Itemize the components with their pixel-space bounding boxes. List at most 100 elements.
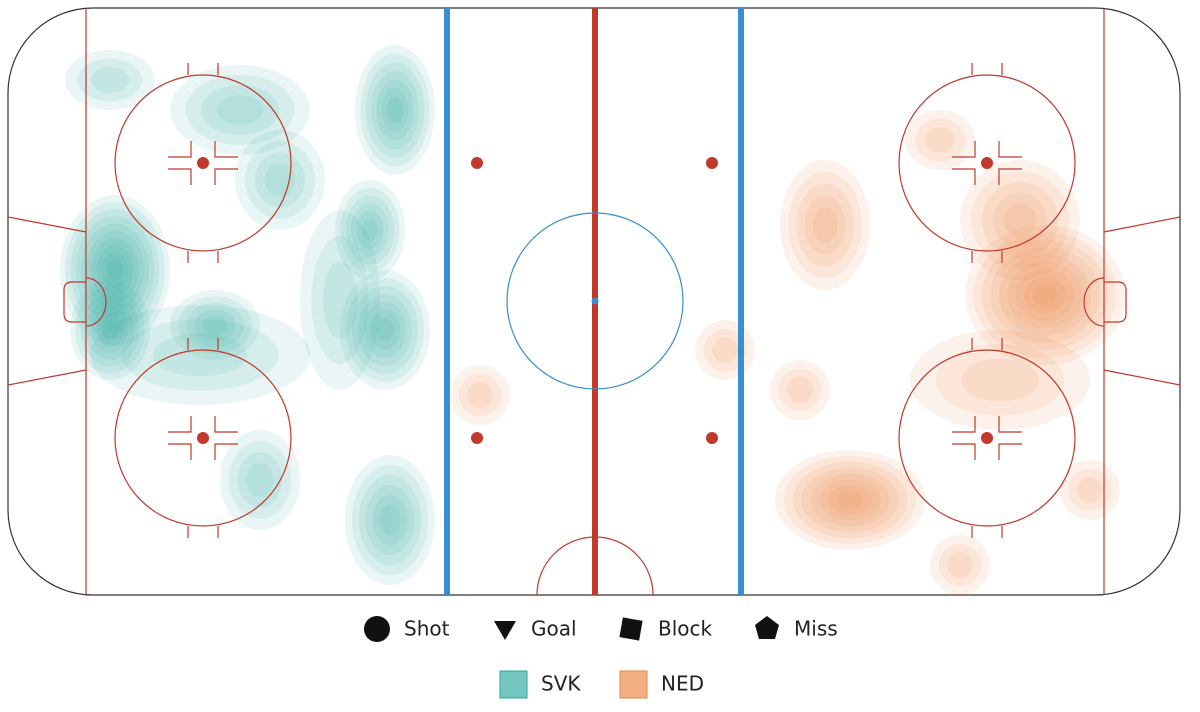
neutral-dot (706, 157, 718, 169)
heat-contour (376, 318, 394, 342)
faceoff-marks (114, 63, 1076, 538)
heat-contour (998, 254, 1092, 336)
heat-contour (152, 333, 248, 377)
heat-contour (787, 377, 813, 403)
heat-contour (216, 95, 264, 125)
hash-mark (952, 443, 976, 460)
heat-contour (107, 259, 123, 281)
legend-label: Shot (404, 617, 450, 641)
heat-contour (65, 50, 155, 110)
heat-contour (387, 97, 403, 123)
heat-contour (379, 505, 401, 535)
heat-contour (345, 195, 395, 265)
heat-layer (60, 45, 1125, 595)
heat-contour (80, 223, 150, 317)
heat-contour (780, 160, 870, 290)
miss-icon (755, 616, 779, 639)
hash-mark (214, 168, 238, 185)
hash-mark (998, 443, 1022, 460)
heat-contour (75, 216, 155, 324)
heat-contour (121, 319, 279, 391)
heat-contour (827, 485, 873, 515)
hash-mark (998, 416, 1022, 433)
heat-contour (1060, 460, 1120, 520)
heat-contour (96, 313, 124, 347)
heat-contour (186, 302, 244, 348)
heat-contour (90, 305, 310, 405)
heat-contour (90, 67, 130, 93)
heat-contour (86, 300, 134, 360)
heat-contour (910, 330, 1090, 430)
heat-contour (819, 479, 881, 521)
heat-contour (467, 382, 493, 408)
heat-contour (178, 296, 252, 354)
heat-contour (364, 302, 406, 358)
heat-contour (356, 210, 384, 250)
heat-contour (458, 373, 502, 417)
heat-contour (352, 286, 418, 374)
heat-contour (75, 286, 145, 374)
heat-contour (77, 58, 143, 102)
heat-contour (228, 441, 292, 519)
heat-contour (245, 141, 315, 219)
heat-contour (981, 239, 1109, 351)
heat-contour (361, 218, 379, 242)
heat-contour (960, 160, 1080, 280)
legend-label: Block (658, 617, 713, 641)
heat-contour (1032, 283, 1058, 307)
rink-markings (8, 8, 1180, 595)
heat-contour (370, 310, 400, 350)
heat-contour (1003, 203, 1037, 237)
heat-contour (335, 180, 405, 280)
heat-contour (703, 328, 747, 372)
heat-contour (202, 315, 228, 335)
heat-contour (101, 252, 129, 288)
heat-contour (938, 543, 982, 587)
heat-contour (796, 183, 854, 267)
block-icon (619, 617, 643, 641)
heat-contour (372, 495, 408, 545)
heat-contour (1023, 276, 1067, 314)
heat-contour (712, 337, 738, 363)
heat-contour (355, 45, 435, 175)
heat-contour (810, 473, 890, 527)
heat-contour (235, 130, 325, 230)
heat-contour (770, 360, 830, 420)
heat-contour (973, 232, 1117, 358)
heat-contour (86, 230, 144, 310)
heat-contour (340, 187, 400, 273)
heat-contour (194, 309, 236, 341)
heat-contour (311, 235, 369, 365)
legend-label: NED (661, 672, 704, 696)
heat-contour (185, 75, 295, 145)
heat-contour (905, 110, 975, 170)
shot-icon (364, 616, 390, 642)
heat-contour (322, 261, 358, 339)
heat-contour (1077, 477, 1103, 503)
faceoff-circle (898, 74, 1076, 252)
heat-contour (170, 290, 260, 360)
heat-contour (992, 192, 1048, 248)
team-swatch (619, 670, 648, 699)
hash-mark (998, 141, 1022, 158)
hash-mark (952, 416, 976, 433)
faceoff-dot (197, 157, 209, 169)
faceoff-dot (197, 432, 209, 444)
heat-contour (371, 71, 419, 149)
heat-contour (255, 152, 305, 208)
heat-contour (925, 127, 955, 153)
goal-icon (494, 621, 516, 640)
hash-mark (214, 443, 238, 460)
heat-contour (961, 358, 1039, 402)
legend-label: SVK (541, 672, 581, 696)
heat-contour (91, 237, 139, 303)
neutral-dot (471, 432, 483, 444)
heat-contour (788, 171, 862, 279)
hash-mark (214, 416, 238, 433)
neutral-dot (706, 432, 718, 444)
heat-contour (915, 118, 965, 162)
heat-contour (804, 195, 846, 255)
heat-contour (246, 463, 274, 497)
heat-contour (80, 293, 140, 367)
